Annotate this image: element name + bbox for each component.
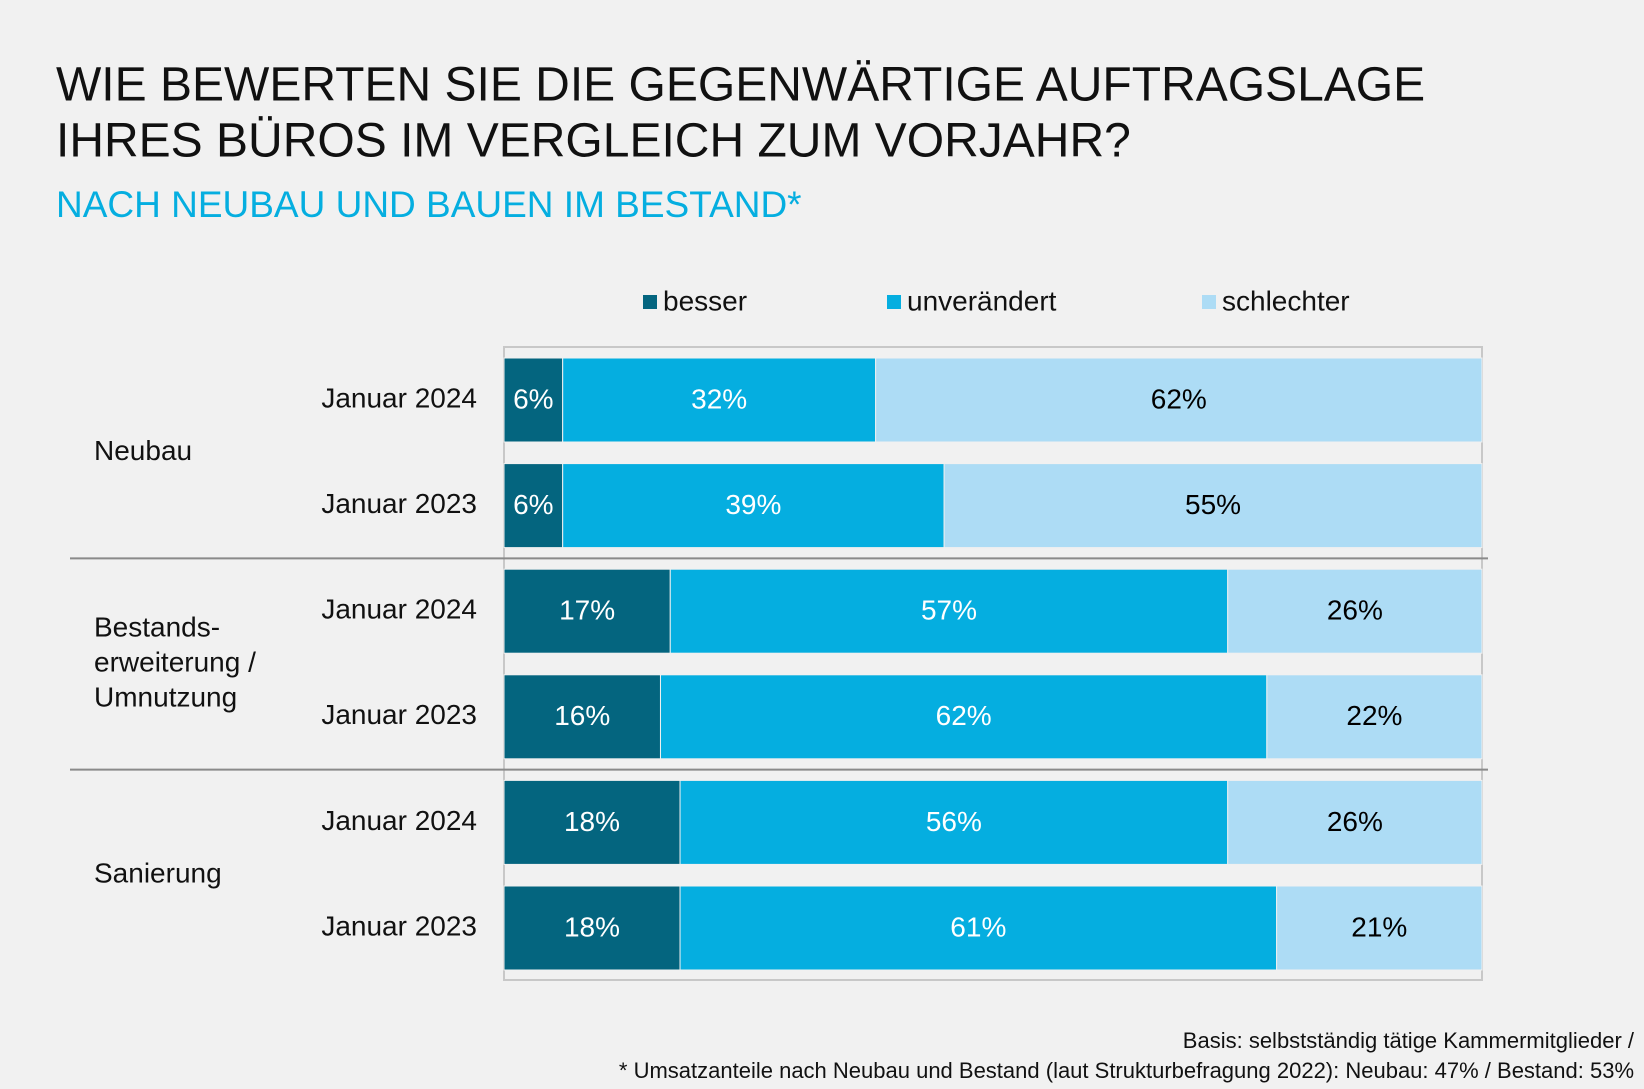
value-label: 6% bbox=[513, 489, 553, 520]
value-label: 32% bbox=[691, 383, 747, 414]
category-label: Januar 2024 bbox=[321, 382, 477, 413]
value-label: 21% bbox=[1351, 911, 1407, 942]
value-label: 57% bbox=[921, 595, 977, 626]
value-label: 39% bbox=[725, 489, 781, 520]
footnote: * Umsatzanteile nach Neubau und Bestand … bbox=[619, 1058, 1634, 1083]
category-label: Januar 2024 bbox=[321, 594, 477, 625]
value-label: 17% bbox=[559, 595, 615, 626]
group-label: erweiterung / bbox=[94, 646, 256, 677]
group-label: Umnutzung bbox=[94, 681, 237, 712]
value-label: 22% bbox=[1346, 700, 1402, 731]
group-label: Neubau bbox=[94, 435, 192, 466]
legend-label: unverändert bbox=[907, 285, 1057, 316]
category-label: Januar 2023 bbox=[321, 699, 477, 730]
category-label: Januar 2023 bbox=[321, 488, 477, 519]
bar-segment bbox=[503, 463, 564, 549]
group-label: Bestands- bbox=[94, 611, 220, 642]
value-label: 26% bbox=[1327, 806, 1383, 837]
bar-segment bbox=[1266, 674, 1483, 760]
bar-segment bbox=[659, 674, 1268, 760]
legend-label: schlechter bbox=[1222, 285, 1350, 316]
bar-segment bbox=[875, 357, 1483, 443]
value-label: 18% bbox=[564, 911, 620, 942]
legend-swatch bbox=[643, 295, 657, 309]
bar-segment bbox=[943, 463, 1483, 549]
category-label: Januar 2023 bbox=[321, 910, 477, 941]
bar-segment bbox=[1227, 779, 1483, 865]
value-label: 16% bbox=[554, 700, 610, 731]
legend-swatch bbox=[887, 295, 901, 309]
group-label: Sanierung bbox=[94, 858, 222, 889]
bar-segment bbox=[562, 463, 945, 549]
value-label: 56% bbox=[926, 806, 982, 837]
bar-segment bbox=[1227, 568, 1483, 654]
bar-segment bbox=[562, 357, 877, 443]
value-label: 61% bbox=[950, 911, 1006, 942]
bar-segment bbox=[503, 885, 681, 971]
footnote: Basis: selbstständig tätige Kammermitgli… bbox=[1183, 1028, 1635, 1053]
value-label: 18% bbox=[564, 806, 620, 837]
bar-segment bbox=[679, 885, 1278, 971]
bar-segment bbox=[1276, 885, 1483, 971]
category-label: Januar 2024 bbox=[321, 805, 477, 836]
value-label: 62% bbox=[1151, 383, 1207, 414]
chart-subtitle: NACH NEUBAU UND BAUEN IM BESTAND* bbox=[56, 184, 802, 225]
plot-frame bbox=[503, 346, 1483, 981]
value-label: 55% bbox=[1185, 489, 1241, 520]
legend-label: besser bbox=[663, 285, 747, 316]
bar-segment bbox=[503, 779, 681, 865]
value-label: 62% bbox=[936, 700, 992, 731]
value-label: 26% bbox=[1327, 595, 1383, 626]
bar-segment bbox=[503, 357, 564, 443]
legend-swatch bbox=[1202, 295, 1216, 309]
bar-segment bbox=[503, 568, 671, 654]
chart-title: IHRES BÜROS IM VERGLEICH ZUM VORJAHR? bbox=[56, 115, 1131, 168]
bar-segment bbox=[669, 568, 1229, 654]
chart-title: WIE BEWERTEN SIE DIE GEGENWÄRTIGE AUFTRA… bbox=[56, 59, 1425, 112]
value-label: 6% bbox=[513, 383, 553, 414]
bar-segment bbox=[679, 779, 1229, 865]
